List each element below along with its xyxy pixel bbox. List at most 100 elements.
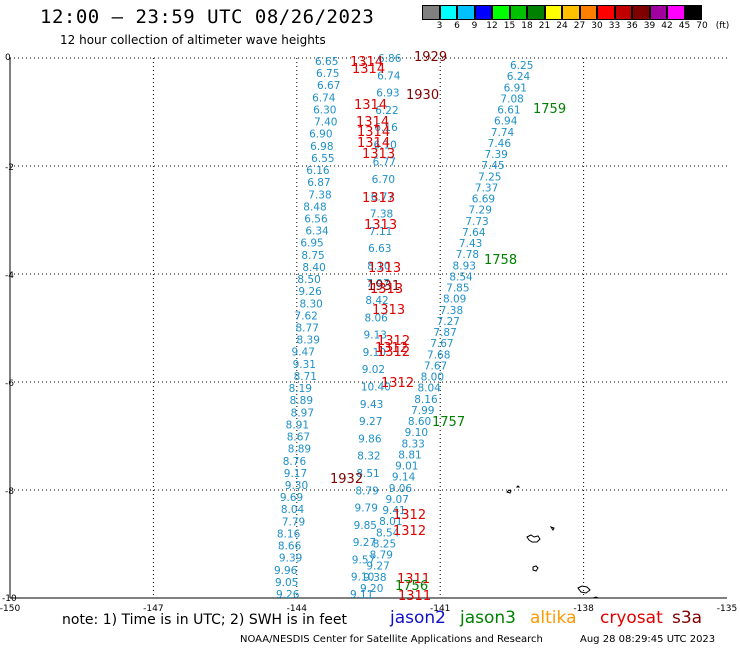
swh-value-left-track: 8.40 [302,262,325,274]
swh-value-left-track: 6.90 [309,129,332,141]
scale-label: 15 [503,21,516,31]
lon-tick-label: -144 [287,604,308,614]
lat-tick-label: -6 [5,379,14,389]
pass-time-label: 1313 [368,261,401,276]
swh-value-right-track: 9.27 [366,561,389,573]
swh-value-left-track: 8.66 [278,541,302,553]
swh-value-mid-track: 9.13 [364,330,387,342]
swh-value-left-track: 8.04 [281,504,305,516]
scale-label: 39 [643,21,656,31]
scale-swatch [667,5,685,20]
swh-value-mid-track: 6.77 [371,191,394,203]
lat-tick-label: -2 [5,163,14,173]
swh-value-mid-track: 7.11 [369,226,392,238]
lon-tick-label: -150 [0,604,20,614]
scale-label: (ft) [715,21,730,31]
swh-value-left-track: 9.26 [276,589,300,601]
swh-value-mid-track: 8.51 [356,468,379,480]
lon-tick-label: -147 [143,604,163,614]
swh-value-right-track: 7.67 [430,338,453,350]
swh-value-left-track: 6.30 [313,104,336,116]
satellite-name-jason2: jason2 [390,608,446,628]
pass-time-label: 1759 [533,102,566,117]
swh-value-left-track: 6.75 [316,68,339,80]
scale-label: 6 [454,21,460,31]
pass-time-label: 1757 [432,415,465,430]
swh-value-left-track: 6.67 [317,80,340,92]
scale-label: 3 [436,21,443,31]
scale-label: 70 [696,21,708,31]
scale-swatch [509,5,527,20]
swh-value-left-track: 8.19 [289,383,312,395]
pass-time-label: 1313 [370,282,403,297]
scale-swatch [684,5,702,20]
swh-value-mid-track: 8.06 [364,312,388,324]
swh-value-right-track: 7.78 [456,249,479,261]
swh-value-mid-track: 8.42 [365,295,388,307]
lon-tick-label: -135 [717,604,737,614]
credit-text: NOAA/NESDIS Center for Satellite Applica… [240,634,543,645]
scale-swatch [544,5,562,20]
swh-value-right-track: 6.94 [494,116,518,128]
swh-value-right-track: 7.38 [440,305,463,317]
swh-value-left-track: 7.38 [308,189,331,201]
swh-value-mid-track: 6.70 [372,174,395,186]
swh-value-right-track: 9.14 [392,472,416,484]
swh-value-mid-track: 10.40 [361,382,391,394]
pass-time-label: 1311 [398,589,431,604]
island-outline [549,526,555,531]
scale-label: 33 [608,21,621,31]
scale-swatch [649,5,667,20]
swh-value-left-track: 8.71 [294,371,317,383]
swh-value-mid-track: 9.27 [353,537,376,549]
swh-value-left-track: 9.39 [279,553,302,565]
pass-time-label: 1313 [362,147,395,162]
swh-value-mid-track: 6.22 [375,105,398,117]
island-outline [506,489,512,494]
swh-value-mid-track: 9.57 [352,554,375,566]
swh-value-right-track: 8.25 [373,538,396,550]
swh-value-left-track: 8.89 [288,444,311,456]
swh-value-left-track: 9.17 [284,468,307,480]
swh-value-mid-track: 9.85 [354,520,377,532]
scale-swatch [579,5,597,20]
swh-value-left-track: 6.95 [300,238,323,250]
swh-value-right-track: 6.25 [510,60,533,72]
swh-value-left-track: 8.48 [303,201,326,213]
pass-time-label: 1756 [395,579,428,594]
swh-value-left-track: 8.50 [297,274,320,286]
swh-value-left-track: 6.74 [312,92,336,104]
swh-value-left-track: 7.62 [294,310,317,322]
swh-value-mid-track: 8.10 [367,260,390,272]
swh-value-left-track: 9.69 [280,492,303,504]
island-outline [592,596,599,599]
pass-time-label: 1313 [362,191,395,206]
swh-value-right-track: 6.91 [504,82,527,94]
lat-tick-label: -10 [2,594,17,604]
island-outline [532,565,539,572]
swh-value-mid-track: 7.97 [366,278,389,290]
satellite-name-jason3: jason3 [460,608,516,628]
swh-value-right-track: 8.60 [408,416,431,428]
swh-value-right-track: 9.01 [395,461,418,473]
swh-value-left-track: 8.76 [283,456,307,468]
swh-value-right-track: 9.20 [360,583,383,595]
scale-label: 27 [573,21,586,31]
swh-value-right-track: 7.99 [411,405,434,417]
pass-time-label: 1932 [330,472,363,487]
swh-value-left-track: 6.65 [315,56,338,68]
swh-value-left-track: 8.67 [287,432,310,444]
swh-value-right-track: 7.64 [462,227,486,239]
swh-value-right-track: 6.61 [497,105,520,117]
pass-time-label: 1314 [350,55,383,70]
swh-value-right-track: 7.73 [465,216,488,228]
scale-label: 18 [521,21,533,31]
pass-time-label: 1312 [393,508,426,523]
swh-value-left-track: 6.56 [304,213,328,225]
footer-note: note: 1) Time is in UTC; 2) SWH is in fe… [62,612,348,628]
pass-time-label: 1311 [397,572,430,587]
pass-time-label: 1758 [484,253,517,268]
swh-value-left-track: 8.89 [290,395,313,407]
swh-value-right-track: 7.08 [500,93,523,105]
swh-value-mid-track: 6.93 [376,88,399,100]
